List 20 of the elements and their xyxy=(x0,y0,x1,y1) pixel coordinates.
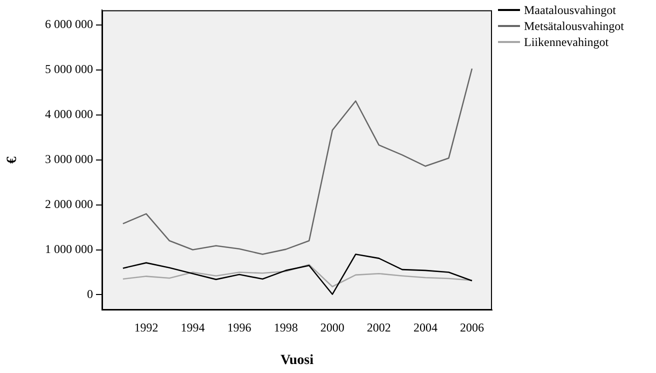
x-tick-label: 1996 xyxy=(227,320,252,334)
y-tick-label: 4 000 000 xyxy=(45,107,93,122)
y-tick-label: 2 000 000 xyxy=(45,196,93,211)
x-tick-label: 2006 xyxy=(460,320,484,334)
y-tick-label: 1 000 000 xyxy=(45,242,93,256)
x-tick-label: 2004 xyxy=(413,320,438,334)
x-axis-title: Vuosi xyxy=(280,353,314,368)
y-tick-label: 6 000 000 xyxy=(45,17,93,32)
x-tick-label: 1998 xyxy=(274,320,298,334)
legend-label: Maatalousvahingot xyxy=(524,2,616,18)
legend-label: Metsätalousvahingot xyxy=(524,18,624,34)
legend-label: Liikennevahingot xyxy=(524,34,609,50)
x-tick-label: 2002 xyxy=(366,320,391,334)
y-tick-label: 0 xyxy=(87,286,93,301)
y-axis-title: € xyxy=(5,156,20,164)
x-tick-label: 1994 xyxy=(180,320,205,334)
y-tick-label: 5 000 000 xyxy=(45,62,93,76)
y-tick-label: 3 000 000 xyxy=(45,152,93,166)
x-tick-label: 2000 xyxy=(320,320,344,334)
x-tick-label: 1992 xyxy=(134,320,158,334)
